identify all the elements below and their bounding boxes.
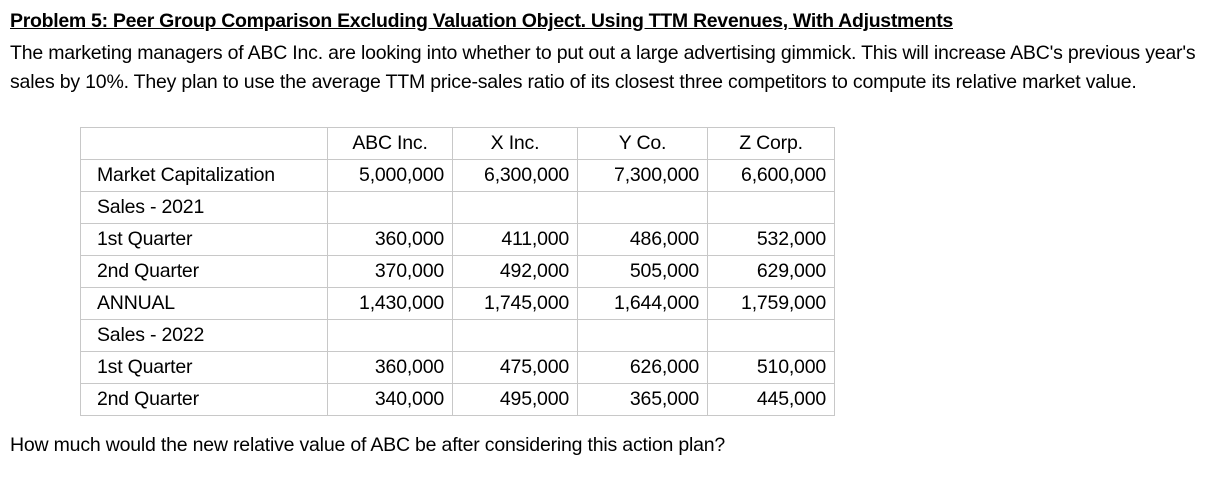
table-header-row: ABC Inc. X Inc. Y Co. Z Corp. bbox=[80, 127, 835, 160]
table-cell: 492,000 bbox=[452, 255, 578, 288]
table-cell: 365,000 bbox=[577, 383, 708, 416]
table-cell: 360,000 bbox=[327, 223, 453, 256]
table-cell bbox=[327, 191, 453, 224]
table-cell: 1,644,000 bbox=[577, 287, 708, 320]
table-cell: 1,430,000 bbox=[327, 287, 453, 320]
peer-comparison-table: ABC Inc. X Inc. Y Co. Z Corp. Market Capital… bbox=[80, 127, 835, 416]
table-cell bbox=[707, 319, 835, 352]
table-cell bbox=[327, 319, 453, 352]
problem-title: Problem 5: Peer Group Comparison Excludi… bbox=[10, 10, 953, 32]
problem-description: The marketing managers of ABC Inc. are l… bbox=[10, 42, 1196, 93]
row-label: Sales - 2022 bbox=[80, 319, 328, 352]
table-cell: 626,000 bbox=[577, 351, 708, 384]
table-row: ANNUAL 1,430,000 1,745,000 1,644,000 1,759,0… bbox=[80, 287, 835, 320]
table-cell: 370,000 bbox=[327, 255, 453, 288]
table-cell: 411,000 bbox=[452, 223, 578, 256]
problem-question: How much would the new relative value of… bbox=[10, 434, 726, 456]
table-cell: 505,000 bbox=[577, 255, 708, 288]
row-label: 2nd Quarter bbox=[80, 255, 328, 288]
table-cell: 340,000 bbox=[327, 383, 453, 416]
table-cell bbox=[577, 319, 708, 352]
table-cell: 5,000,000 bbox=[327, 159, 453, 192]
table-cell: 532,000 bbox=[707, 223, 835, 256]
table-cell: 1,759,000 bbox=[707, 287, 835, 320]
table-row: 1st Quarter 360,000 411,000 486,000 532,000 bbox=[80, 223, 835, 256]
table-row: 1st Quarter 360,000 475,000 626,000 510,000 bbox=[80, 351, 835, 384]
table-cell bbox=[577, 191, 708, 224]
table-cell bbox=[452, 191, 578, 224]
table-row: Sales - 2021 bbox=[80, 191, 835, 224]
table-cell: 360,000 bbox=[327, 351, 453, 384]
table-cell: 495,000 bbox=[452, 383, 578, 416]
column-header: X Inc. bbox=[452, 127, 578, 160]
column-header: ABC Inc. bbox=[327, 127, 453, 160]
table-cell: 1,745,000 bbox=[452, 287, 578, 320]
table-row: 2nd Quarter 370,000 492,000 505,000 629,000 bbox=[80, 255, 835, 288]
table-cell: 475,000 bbox=[452, 351, 578, 384]
table-cell: 629,000 bbox=[707, 255, 835, 288]
table-cell: 7,300,000 bbox=[577, 159, 708, 192]
row-label: Sales - 2021 bbox=[80, 191, 328, 224]
row-label: 1st Quarter bbox=[80, 351, 328, 384]
table-cell: 445,000 bbox=[707, 383, 835, 416]
table-row: Market Capitalization 5,000,000 6,300,000 7… bbox=[80, 159, 835, 192]
column-header bbox=[80, 127, 328, 160]
table-cell: 486,000 bbox=[577, 223, 708, 256]
column-header: Z Corp. bbox=[707, 127, 835, 160]
table-cell: 6,300,000 bbox=[452, 159, 578, 192]
table-cell: 510,000 bbox=[707, 351, 835, 384]
table-cell bbox=[452, 319, 578, 352]
column-header: Y Co. bbox=[577, 127, 708, 160]
table-cell bbox=[707, 191, 835, 224]
row-label: 1st Quarter bbox=[80, 223, 328, 256]
row-label: Market Capitalization bbox=[80, 159, 328, 192]
row-label: 2nd Quarter bbox=[80, 383, 328, 416]
row-label: ANNUAL bbox=[80, 287, 328, 320]
table-row: 2nd Quarter 340,000 495,000 365,000 445,000 bbox=[80, 383, 835, 416]
table-cell: 6,600,000 bbox=[707, 159, 835, 192]
table-row: Sales - 2022 bbox=[80, 319, 835, 352]
